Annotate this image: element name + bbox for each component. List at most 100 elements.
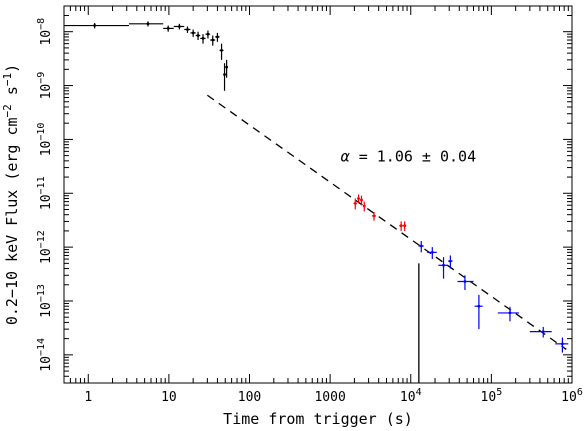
data-marker	[353, 201, 357, 205]
x-tick-label: 100	[238, 390, 261, 405]
data-point	[200, 34, 206, 44]
data-point	[448, 255, 453, 269]
y-tick-label-base: 10	[39, 84, 54, 100]
power-law-fit	[206, 94, 567, 383]
data-marker	[403, 224, 407, 228]
data-point	[362, 201, 366, 212]
y-tick-label: 10−9	[36, 72, 54, 100]
data-marker	[463, 280, 467, 283]
y-tick-label-exp: −10	[36, 123, 47, 141]
data-point	[205, 30, 211, 39]
data-marker	[93, 24, 97, 27]
data-marker	[430, 250, 434, 254]
data-marker	[220, 48, 223, 52]
data-point	[353, 198, 357, 210]
data-marker	[166, 27, 170, 30]
data-point	[225, 59, 229, 78]
series-bat	[64, 21, 229, 91]
data-marker	[201, 37, 205, 40]
y-tick-label-base: 10	[39, 30, 54, 46]
fit-line	[206, 94, 567, 350]
x-tick-label: 105	[481, 387, 503, 405]
data-point	[360, 195, 363, 206]
data-marker	[372, 214, 376, 218]
y-axis-title-exp1: −2	[1, 104, 14, 117]
x-tick-label-base: 10	[400, 390, 416, 405]
data-marker	[360, 198, 363, 202]
data-marker	[560, 342, 564, 346]
data-point	[438, 257, 449, 279]
x-tick-label: 10	[161, 390, 177, 405]
y-tick-label-base: 10	[39, 248, 54, 264]
slope-annotation: α = 1.06 ± 0.04	[341, 147, 476, 165]
y-axis-title-main: 0.2−10 keV Flux (erg cm	[3, 117, 21, 325]
y-tick-label: 10−8	[36, 18, 54, 46]
axis-ticks	[63, 5, 573, 384]
y-tick-label: 10−12	[36, 230, 54, 264]
data-marker	[362, 204, 366, 208]
data-marker	[191, 31, 195, 35]
data-point	[402, 221, 407, 231]
x-tick-label: 1	[84, 390, 92, 405]
data-marker	[508, 311, 512, 315]
data-marker	[399, 224, 403, 228]
data-point	[529, 326, 552, 338]
data-point	[210, 35, 216, 46]
x-tick-label-base: 10	[481, 390, 497, 405]
series-xrt_wt	[353, 194, 407, 231]
data-point	[128, 21, 164, 27]
y-axis-title: 0.2−10 keV Flux (erg cm−2 s−1)	[1, 64, 21, 325]
y-tick-label-base: 10	[39, 141, 54, 157]
data-marker	[477, 304, 481, 308]
data-series	[64, 21, 569, 353]
data-point	[223, 63, 226, 91]
x-tick-label: 106	[561, 387, 583, 405]
data-point	[371, 211, 376, 221]
y-axis-title-exp2: −1	[1, 73, 14, 86]
data-point	[356, 194, 361, 204]
x-axis-title: Time from trigger (s)	[223, 410, 413, 428]
data-marker	[146, 22, 150, 26]
x-tick-label-exp: 5	[496, 387, 502, 398]
data-point	[497, 306, 519, 322]
y-tick-label-exp: −11	[36, 176, 47, 194]
data-point	[163, 25, 174, 32]
y-tick-label-exp: −12	[36, 230, 47, 248]
y-axis-title-end: )	[3, 64, 21, 73]
data-marker	[206, 32, 210, 36]
y-tick-label: 10−10	[36, 123, 54, 157]
data-marker	[442, 263, 445, 267]
x-tick-label: 104	[400, 387, 422, 405]
slope-value: = 1.06 ± 0.04	[350, 147, 476, 165]
data-marker	[225, 65, 229, 69]
data-marker	[541, 330, 545, 334]
data-point	[215, 32, 220, 42]
data-marker	[216, 35, 219, 39]
data-point	[195, 31, 201, 41]
data-point	[64, 23, 129, 29]
x-tick-label-base: 100	[238, 390, 261, 405]
y-tick-label-base: 10	[39, 356, 54, 372]
x-tick-labels: 1 10 100 1000 104 105 106	[84, 387, 582, 405]
data-marker	[196, 34, 200, 37]
slope-symbol: α	[341, 147, 351, 165]
plot-frame	[63, 5, 573, 384]
data-point	[555, 337, 569, 353]
data-point	[173, 23, 185, 30]
x-tick-label-base: 10	[561, 390, 577, 405]
x-tick-label-base: 1000	[314, 390, 345, 405]
data-point	[399, 221, 403, 231]
y-tick-label-exp: −14	[36, 338, 47, 356]
data-marker	[211, 38, 215, 42]
data-marker	[177, 25, 181, 28]
y-axis-title-mid: s	[3, 86, 21, 104]
data-marker	[223, 73, 226, 76]
data-point	[219, 43, 224, 60]
x-tick-label-base: 1	[84, 390, 92, 405]
data-point	[457, 275, 474, 290]
data-point	[190, 29, 196, 37]
y-tick-label-exp: −9	[36, 72, 47, 84]
y-tick-label-exp: −13	[36, 284, 47, 302]
